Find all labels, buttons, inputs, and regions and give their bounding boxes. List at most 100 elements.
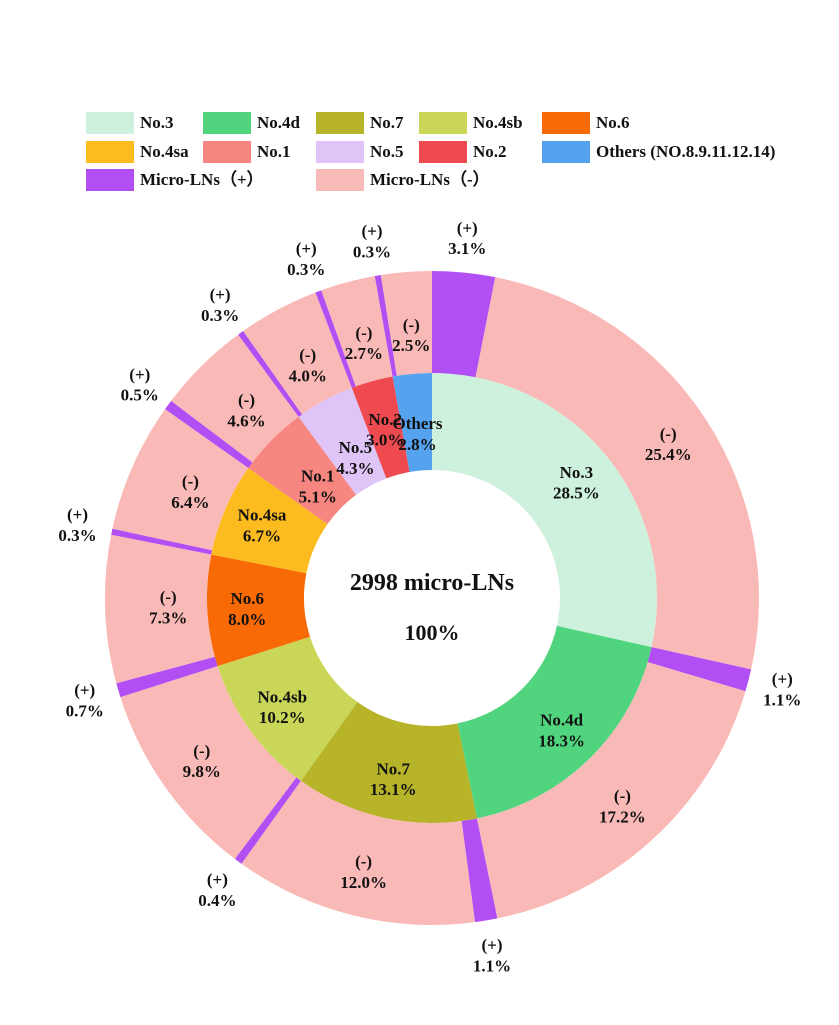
legend-swatch-no2 bbox=[419, 141, 467, 163]
legend-item-no1: No.1 bbox=[203, 141, 291, 163]
outer-ring bbox=[104, 271, 759, 926]
outer-label-no-6-negative: (-) 7.3% bbox=[149, 588, 187, 628]
legend-label-no7: No.7 bbox=[370, 113, 404, 132]
outer-slice-no-7-negative bbox=[241, 780, 476, 926]
inner-slice-no-1 bbox=[248, 416, 357, 525]
outer-label-no-1-negative: (-) 4.6% bbox=[227, 391, 265, 431]
outer-label-no-2-negative: (-) 2.7% bbox=[345, 324, 383, 364]
inner-label-no-3: No.3 28.5% bbox=[553, 463, 600, 503]
center-value: 100% bbox=[405, 620, 460, 645]
outer-label-no-7-positive: (+) 1.1% bbox=[473, 936, 511, 976]
inner-label-no-7: No.7 13.1% bbox=[370, 760, 417, 800]
legend-swatch-no1 bbox=[203, 141, 251, 163]
outer-slice-no-2-negative bbox=[321, 276, 393, 387]
outer-label-no-6-positive: (+) 0.7% bbox=[66, 681, 104, 721]
legend-label-no3: No.3 bbox=[140, 113, 174, 132]
legend-item-micro-lns-positive: Micro-LNs（+） bbox=[86, 169, 264, 191]
outer-label-no-5-negative: (-) 4.0% bbox=[289, 346, 327, 386]
outer-slice-no-6-negative bbox=[104, 534, 215, 684]
inner-label-no-5: No.5 4.3% bbox=[336, 438, 374, 478]
legend-item-no4d: No.4d bbox=[203, 112, 300, 134]
outer-slice-no-5-negative bbox=[243, 292, 352, 415]
outer-label-no-3-positive: (+) 3.1% bbox=[448, 218, 486, 258]
outer-label-no-7-negative: (-) 12.0% bbox=[340, 852, 387, 892]
outer-label-no-4d-positive: (+) 1.1% bbox=[763, 670, 801, 710]
legend-swatch-no3 bbox=[86, 112, 134, 134]
legend-item-no4sa: No.4sa bbox=[86, 141, 189, 163]
legend-item-no3: No.3 bbox=[86, 112, 174, 134]
legend-label-others: Others (NO.8.9.11.12.14) bbox=[596, 142, 776, 161]
outer-label-no-4sa-positive: (+) 0.3% bbox=[58, 505, 96, 545]
outer-label-no-4sa-negative: (-) 6.4% bbox=[171, 472, 209, 512]
legend-item-micro-lns-negative: Micro-LNs（-） bbox=[316, 169, 490, 191]
legend-swatch-no4sa bbox=[86, 141, 134, 163]
legend-swatch-no4sb bbox=[419, 112, 467, 134]
outer-slice-no-1-positive bbox=[165, 400, 253, 469]
legend-item-no7: No.7 bbox=[316, 112, 404, 134]
outer-label-no-5-positive: (+) 0.3% bbox=[201, 285, 239, 325]
inner-slice-no-6 bbox=[206, 554, 311, 667]
legend-label-no6: No.6 bbox=[596, 113, 630, 132]
outer-slice-no-4sb-negative bbox=[120, 666, 297, 859]
inner-slice-no-5 bbox=[298, 387, 387, 495]
legend-label-micro-lns-positive: Micro-LNs（+） bbox=[140, 170, 264, 189]
inner-label-others: Others 2.8% bbox=[392, 414, 442, 454]
outer-label-no-4d-negative: (-) 17.2% bbox=[599, 787, 646, 827]
outer-slice-others-positive bbox=[374, 275, 397, 377]
outer-slice-no-6-positive bbox=[116, 656, 218, 698]
outer-slice-no-3-positive bbox=[432, 271, 496, 378]
outer-label-no-2-positive: (+) 0.3% bbox=[287, 239, 325, 279]
outer-slice-no-4sa-negative bbox=[112, 409, 249, 551]
legend-item-no5: No.5 bbox=[316, 141, 404, 163]
legend-item-others: Others (NO.8.9.11.12.14) bbox=[542, 141, 775, 163]
legend-swatch-no5 bbox=[316, 141, 364, 163]
outer-label-others-negative: (-) 2.5% bbox=[392, 315, 430, 355]
legend-label-micro-lns-negative: Micro-LNs（-） bbox=[370, 170, 490, 189]
legend-label-no4sb: No.4sb bbox=[473, 113, 523, 132]
legend-item-no6: No.6 bbox=[542, 112, 630, 134]
legend-label-no1: No.1 bbox=[257, 142, 291, 161]
legend-item-no2: No.2 bbox=[419, 141, 507, 163]
outer-slice-no-1-negative bbox=[171, 334, 299, 463]
inner-label-no-4sb: No.4sb 10.2% bbox=[257, 687, 307, 727]
inner-slice-no-4sa bbox=[211, 468, 328, 574]
inner-ring-labels: No.3 28.5% No.4d 18.3% No.7 13.1% No.4sb 10.2% N… bbox=[228, 410, 600, 799]
outer-slice-others-negative bbox=[380, 271, 432, 376]
legend-swatch-no6 bbox=[542, 112, 590, 134]
legend-swatch-micro-lns-negative bbox=[316, 169, 364, 191]
outer-slice-no-2-positive bbox=[315, 290, 356, 388]
inner-label-no-6: No.6 8.0% bbox=[228, 589, 266, 629]
outer-slice-no-5-positive bbox=[238, 331, 303, 417]
outer-label-no-4sb-positive: (+) 0.4% bbox=[198, 870, 236, 910]
outer-label-others-positive: (+) 0.3% bbox=[353, 222, 391, 262]
inner-slice-others bbox=[392, 372, 432, 472]
outer-slice-no-4d-negative bbox=[476, 662, 746, 919]
legend-label-no2: No.2 bbox=[473, 142, 507, 161]
inner-slice-no-4sb bbox=[217, 636, 358, 781]
outer-label-no-3-negative: (-) 25.4% bbox=[645, 425, 692, 465]
outer-label-no-1-positive: (+) 0.5% bbox=[121, 365, 159, 405]
legend-swatch-others bbox=[542, 141, 590, 163]
outer-slice-no-4sa-positive bbox=[111, 528, 213, 555]
outer-ring-labels: (+) 3.1% (-) 25.4% (+) 1.1% (-) 17.2% (+) 1.1% (-)… bbox=[58, 218, 801, 975]
center-title: 2998 micro-LNs bbox=[350, 570, 514, 596]
inner-label-no-1: No.1 5.1% bbox=[299, 467, 337, 507]
outer-slice-no-4d-positive bbox=[647, 647, 752, 692]
outer-slice-no-4sb-positive bbox=[234, 777, 301, 864]
legend-swatch-no4d bbox=[203, 112, 251, 134]
legend-item-no4sb: No.4sb bbox=[419, 112, 523, 134]
inner-label-no-4sa: No.4sa 6.7% bbox=[238, 506, 287, 546]
legend-label-no4sa: No.4sa bbox=[140, 142, 189, 161]
inner-slice-no-4d bbox=[457, 625, 652, 819]
legend-label-no4d: No.4d bbox=[257, 113, 300, 132]
inner-slice-no-3 bbox=[432, 373, 657, 648]
inner-slice-no-7 bbox=[300, 702, 477, 824]
inner-label-no-4d: No.4d 18.3% bbox=[538, 711, 585, 751]
inner-label-no-2: No.2 3.0% bbox=[366, 410, 404, 450]
outer-slice-no-7-positive bbox=[461, 818, 498, 923]
outer-label-no-4sb-negative: (-) 9.8% bbox=[183, 742, 221, 782]
outer-slice-no-3-negative bbox=[475, 277, 759, 670]
legend-swatch-micro-lns-positive bbox=[86, 169, 134, 191]
inner-ring bbox=[206, 372, 657, 824]
